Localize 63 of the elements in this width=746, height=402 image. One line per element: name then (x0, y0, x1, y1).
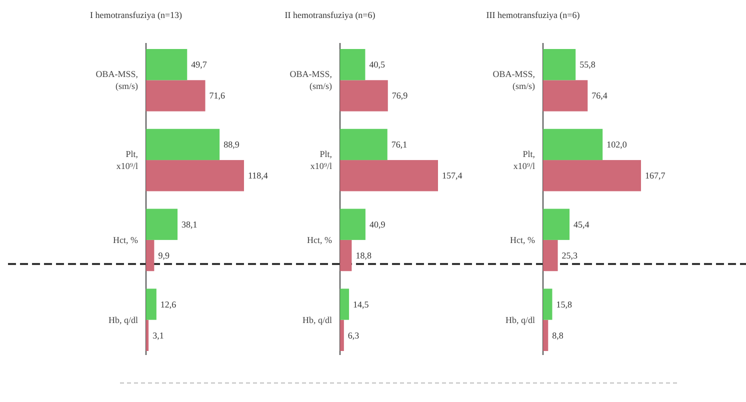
bar (543, 288, 552, 320)
data-label: 9,9 (158, 250, 170, 261)
bar (146, 80, 206, 112)
bar (543, 160, 641, 192)
bar (543, 208, 570, 240)
bar (340, 320, 344, 352)
chart-title: III hemotransfuziya (n=6) (486, 10, 580, 20)
data-label: 25,3 (562, 250, 578, 261)
data-label: 157,4 (442, 170, 463, 181)
bar (146, 208, 178, 240)
data-label: 118,4 (248, 170, 268, 181)
data-label: 45,4 (574, 219, 590, 230)
bar (340, 240, 352, 272)
bar (543, 80, 588, 112)
y-tick-label: OBA-MSS, (sm/s) (290, 69, 332, 92)
y-tick-label: Hct, % (510, 234, 536, 245)
bar (340, 128, 388, 160)
data-label: 49,7 (191, 60, 208, 70)
bar (146, 48, 188, 80)
y-tick-label: OBA-MSS, (sm/s) (96, 69, 138, 92)
data-label: 40,5 (369, 60, 386, 70)
bar (340, 208, 366, 240)
bar (340, 80, 388, 112)
y-tick-label: Plt, x10⁹/l (116, 149, 138, 172)
data-label: 38,1 (182, 219, 198, 230)
data-label: 76,9 (392, 90, 408, 101)
data-label: 15,8 (556, 299, 572, 310)
bar (340, 48, 366, 80)
bar (146, 288, 156, 320)
data-label: 12,6 (160, 299, 177, 310)
bar (340, 288, 350, 320)
chart-title: I hemotransfuziya (n=13) (90, 10, 182, 20)
y-tick-label: Plt, x10⁹/l (310, 149, 332, 172)
data-label: 8,8 (552, 330, 564, 340)
data-label: 40,9 (369, 219, 386, 230)
data-label: 55,8 (580, 60, 596, 70)
bar (340, 160, 438, 192)
y-tick-label: Hb, q/dl (108, 314, 138, 325)
bar (543, 48, 576, 80)
y-tick-label: Hb, q/dl (505, 314, 536, 325)
bar (543, 320, 548, 352)
data-label: 71,6 (209, 90, 226, 101)
bar (146, 160, 244, 192)
data-label: 3,1 (152, 330, 164, 340)
bar (146, 128, 220, 160)
data-label: 88,9 (224, 139, 240, 150)
chart-title: II hemotransfuziya (n=6) (284, 10, 376, 20)
data-label: 18,8 (356, 250, 372, 261)
data-label: 102,0 (606, 139, 628, 150)
bar (543, 240, 558, 272)
bar (543, 128, 603, 160)
y-tick-label: OBA-MSS, (sm/s) (492, 69, 536, 92)
data-label: 167,7 (645, 170, 666, 181)
data-label: 76,1 (391, 139, 408, 150)
y-tick-label: Hb, q/dl (302, 314, 332, 325)
bar (146, 320, 149, 352)
y-tick-label: Hct, % (113, 234, 138, 245)
y-tick-label: Hct, % (307, 234, 332, 245)
data-label: 6,3 (348, 330, 360, 340)
y-tick-label: Plt, x10⁹/l (513, 149, 536, 172)
data-label: 76,4 (592, 90, 608, 101)
data-label: 14,5 (353, 299, 370, 310)
bar (146, 240, 154, 272)
